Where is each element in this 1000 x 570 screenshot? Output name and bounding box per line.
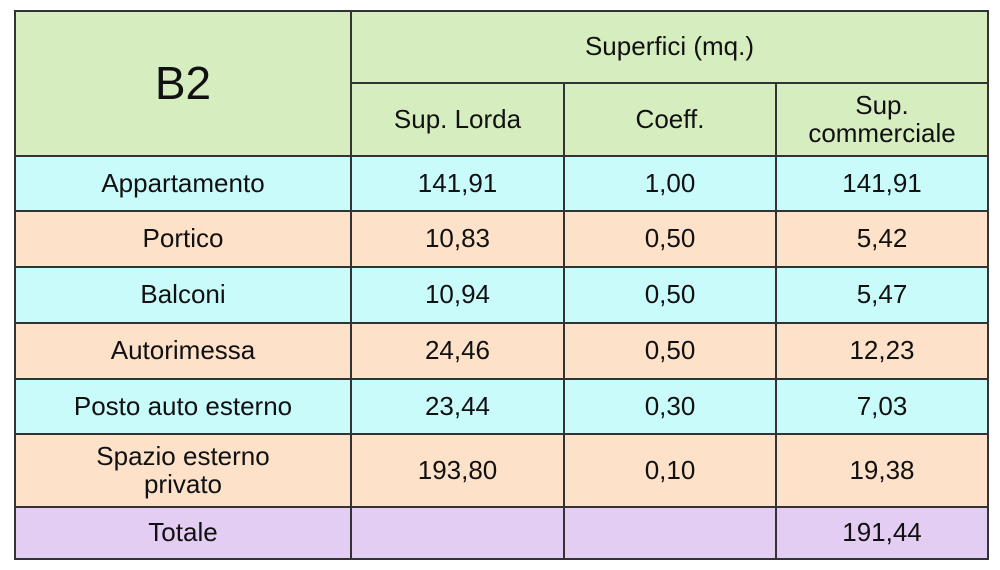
total-label: Totale [14,506,352,560]
row-label-text: Spazio esterno privato [96,441,270,499]
column-header: Coeff. [563,82,777,157]
row-label-text: Autorimessa [110,335,256,366]
cell: 0,50 [563,210,777,268]
row-label-text: Appartamento [101,167,265,198]
cell: 12,23 [775,322,989,380]
row-label: Autorimessa [14,322,352,380]
row-label: Spazio esterno privato [14,433,352,508]
table-body: Appartamento 141,91 1,00 141,91 Portico 10,83… [14,155,989,508]
table-row: Spazio esterno privato 193,80 0,10 19,38 [14,433,989,508]
empty-cell [563,506,777,560]
group-header: Superfici (mq.) [350,10,989,84]
cell: 1,00 [563,155,777,212]
cell: 0,30 [563,378,777,435]
table-row: Posto auto esterno 23,44 0,30 7,03 [14,378,989,435]
table-row: Appartamento 141,91 1,00 141,91 [14,155,989,212]
cell: 193,80 [350,433,565,508]
table-row: Balconi 10,94 0,50 5,47 [14,266,989,324]
table-row: Autorimessa 24,46 0,50 12,23 [14,322,989,380]
cell: 5,47 [775,266,989,324]
cell: 10,94 [350,266,565,324]
row-label: Appartamento [14,155,352,212]
cell: 0,50 [563,322,777,380]
cell: 7,03 [775,378,989,435]
row-label-text: Balconi [140,279,226,310]
row-label: Portico [14,210,352,268]
cell: 24,46 [350,322,565,380]
row-label-text: Posto auto esterno [73,390,293,421]
cell: 141,91 [775,155,989,212]
column-header-text: Sup. commerciale [808,90,956,148]
cell: 0,10 [563,433,777,508]
empty-cell [350,506,565,560]
surface-table: B2 Superfici (mq.) Sup. Lorda Coeff. Sup… [14,10,989,560]
row-label-text: Portico [142,223,224,254]
cell: 19,38 [775,433,989,508]
cell: 5,42 [775,210,989,268]
table-row: Portico 10,83 0,50 5,42 [14,210,989,268]
column-header: Sup. commerciale [775,82,989,157]
total-value: 191,44 [775,506,989,560]
row-label: Balconi [14,266,352,324]
cell: 23,44 [350,378,565,435]
cell: 10,83 [350,210,565,268]
row-label: Posto auto esterno [14,378,352,435]
cell: 141,91 [350,155,565,212]
cell: 0,50 [563,266,777,324]
column-header: Sup. Lorda [350,82,565,157]
corner-cell: B2 [14,10,352,157]
